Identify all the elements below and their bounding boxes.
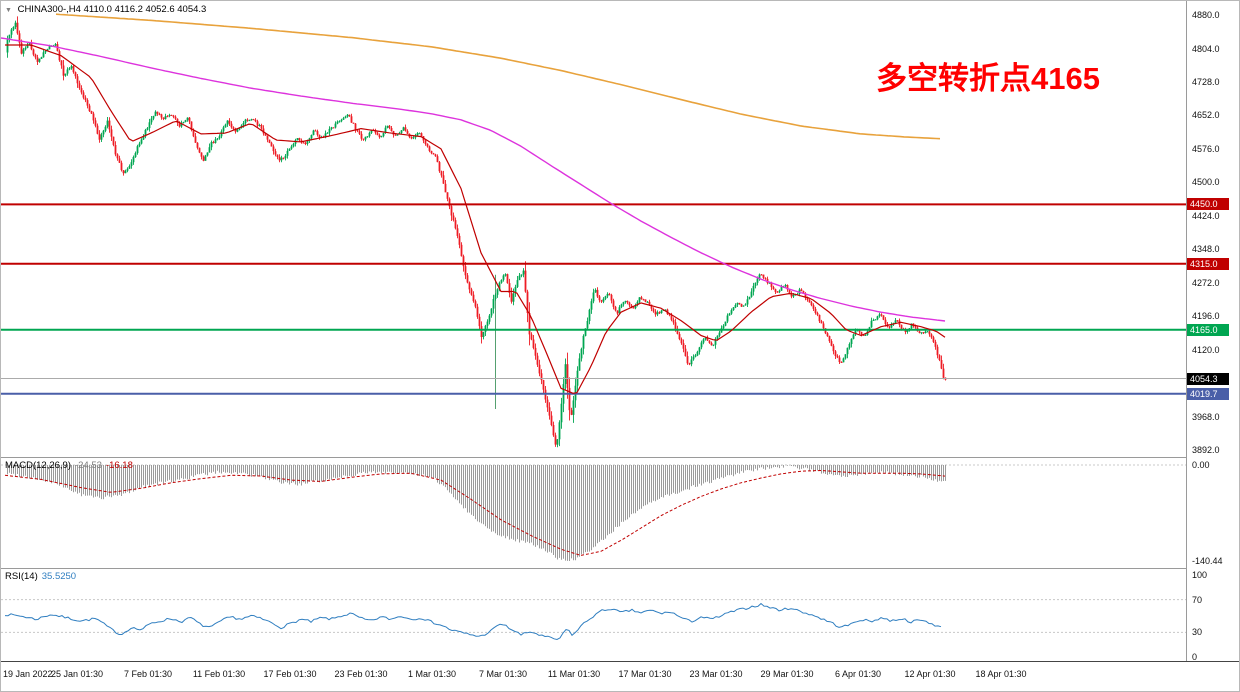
time-axis-line [1,661,1239,662]
time-axis-label: 7 Feb 01:30 [123,669,173,679]
panel-separator[interactable] [1,568,1239,569]
ohlc-values: 4110.0 4116.2 4052.6 4054.3 [83,4,207,15]
time-axis-label: 11 Feb 01:30 [192,669,246,679]
rsi-scale-label: 30 [1192,627,1203,637]
rsi-canvas[interactable] [1,569,1186,661]
time-axis[interactable]: 19 Jan 2022 25 Jan 01:30 7 Feb 01:30 11 Feb… [1,662,1239,691]
time-axis-label: 6 Apr 01:30 [834,669,882,679]
rsi-scale-label: 0 [1192,652,1198,662]
time-axis-label: 19 Jan 2022 [3,669,53,679]
macd-header: MACD(12,26,9) -24.53 -16.18 [5,460,137,471]
price-axis-label: 4804.0 [1192,44,1220,54]
price-axis-label: 3892.0 [1192,445,1220,455]
price-badge: 4450.0 [1187,198,1229,210]
price-scale-separator [1186,1,1187,661]
time-axis-label: 18 Apr 01:30 [975,669,1027,679]
price-chart-canvas[interactable] [1,1,1186,457]
price-badge: 4315.0 [1187,258,1229,270]
macd-scale-label: -140.44 [1192,556,1223,566]
price-axis-label: 4652.0 [1192,110,1220,120]
price-badge: 4165.0 [1187,324,1229,336]
time-axis-label: 1 Mar 01:30 [407,669,457,679]
rsi-scale-label: 100 [1192,570,1208,580]
price-axis-label: 4880.0 [1192,10,1220,20]
time-axis-label: 7 Mar 01:30 [478,669,528,679]
price-axis-label: 4728.0 [1192,77,1220,87]
annotation-text: 多空转折点4165 [876,61,1100,96]
time-axis-label: 17 Feb 01:30 [263,669,317,679]
macd-canvas[interactable] [1,458,1186,568]
rsi-scale-label: 70 [1192,595,1203,605]
symbol-label: CHINA300-,H4 [17,4,81,15]
price-axis-label: 4196.0 [1192,311,1220,321]
price-axis-label: 4500.0 [1192,177,1220,187]
time-axis-label: 17 Mar 01:30 [618,669,672,679]
time-axis-label: 11 Mar 01:30 [547,669,601,679]
price-axis-label: 3968.0 [1192,412,1220,422]
price-axis-label: 4272.0 [1192,278,1220,288]
rsi-value: 35.5250 [41,571,77,582]
time-axis-label: 23 Mar 01:30 [689,669,743,679]
macd-title: MACD(12,26,9) [5,460,71,471]
macd-scale-label: 0.00 [1192,460,1210,470]
rsi-title: RSI(14) [5,571,38,582]
price-axis-label: 4120.0 [1192,345,1220,355]
panel-separator[interactable] [1,457,1239,458]
time-axis-label: 12 Apr 01:30 [904,669,956,679]
chart-header: ▼ CHINA300-,H4 4110.0 4116.2 4052.6 4054… [5,4,206,15]
price-badge: 4019.7 [1187,388,1229,400]
rsi-panel: RSI(14) 35.5250 [1,569,1186,661]
time-axis-label: 25 Jan 01:30 [50,669,104,679]
price-axis[interactable]: 4880.0 4804.0 4728.0 4652.0 4576.0 4500.0 4424… [1187,1,1239,662]
macd-signal-value: -16.18 [105,460,133,471]
collapse-icon[interactable]: ▼ [5,7,12,14]
price-badge: 4054.3 [1187,373,1229,385]
rsi-header: RSI(14) 35.5250 [5,571,80,582]
price-chart-panel: ▼ CHINA300-,H4 4110.0 4116.2 4052.6 4054… [1,1,1186,457]
price-axis-label: 4348.0 [1192,244,1220,254]
time-axis-label: 23 Feb 01:30 [334,669,388,679]
price-axis-label: 4424.0 [1192,211,1220,221]
macd-main-value: -24.53 [75,460,102,471]
time-axis-label: 29 Mar 01:30 [760,669,814,679]
price-axis-label: 4576.0 [1192,144,1220,154]
macd-panel: MACD(12,26,9) -24.53 -16.18 [1,458,1186,568]
